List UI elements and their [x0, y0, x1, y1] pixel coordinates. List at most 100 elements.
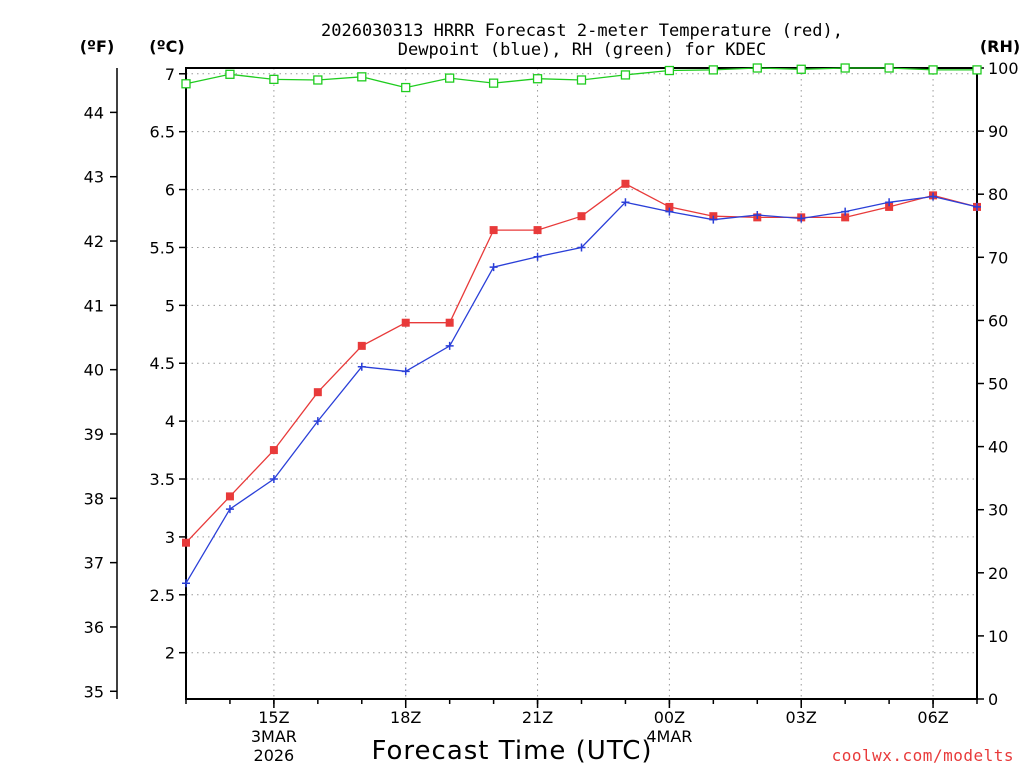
- celsius-tick-label: 6: [165, 181, 175, 200]
- fahrenheit-tick-label: 40: [84, 361, 104, 380]
- series-layer: [181, 63, 982, 588]
- dewpoint-point: [665, 207, 674, 216]
- rh-point: [928, 65, 938, 75]
- rh-point: [708, 65, 718, 75]
- dewpoint-point: [445, 341, 454, 350]
- temperature-point: [577, 212, 586, 221]
- celsius-tick-label: 2: [165, 644, 175, 663]
- x-tick-label: 21Z: [522, 708, 553, 727]
- rh-tick-label: 10: [988, 627, 1008, 646]
- dewpoint-point: [182, 579, 190, 588]
- fahrenheit-tick-label: 38: [84, 489, 104, 508]
- rh-point: [796, 64, 806, 74]
- celsius-tick-label: 3: [165, 528, 175, 547]
- x-tick-label: 00Z: [654, 708, 685, 727]
- celsius-tick-label: 7: [165, 65, 175, 84]
- fahrenheit-tick-label: 35: [84, 682, 104, 701]
- watermark: coolwx.com/modelts: [832, 746, 1014, 765]
- temperature-point: [401, 318, 410, 327]
- rh-point: [620, 70, 631, 80]
- chart-title-line2: Dewpoint (blue), RH (green) for KDEC: [398, 40, 766, 60]
- rh-point: [752, 63, 762, 73]
- rh-tick-label: 20: [988, 564, 1008, 583]
- rh-point: [840, 63, 850, 73]
- dewpoint-point: [225, 505, 234, 514]
- rh-point: [357, 72, 367, 82]
- dewpoint-point: [401, 367, 410, 376]
- celsius-tick-label: 5: [165, 296, 175, 315]
- dewpoint-point: [313, 417, 322, 426]
- rh-point: [884, 63, 894, 73]
- dewpoint-point: [709, 215, 718, 224]
- dewpoint-point: [269, 475, 278, 484]
- rh-point: [269, 74, 279, 85]
- rh-tick-label: 30: [988, 501, 1008, 520]
- temperature-point: [885, 202, 894, 211]
- fahrenheit-tick-label: 36: [84, 618, 104, 637]
- x-tick-date: 3MAR: [251, 727, 297, 746]
- dewpoint-line: [185, 195, 978, 584]
- x-tick-label: 03Z: [786, 708, 817, 727]
- x-axis-title: Forecast Time (UTC): [371, 736, 652, 766]
- celsius-tick-label: 4.5: [150, 354, 175, 373]
- x-tick-label: 15Z: [258, 708, 289, 727]
- fahrenheit-tick-label: 44: [84, 103, 104, 122]
- rh-tick-label: 0: [988, 690, 998, 709]
- chart-title-line1: 2026030313 HRRR Forecast 2-meter Tempera…: [321, 21, 843, 41]
- temperature-point: [445, 318, 454, 327]
- temperature-point: [269, 446, 278, 455]
- dewpoint-point: [797, 214, 806, 223]
- dewpoint-point: [621, 198, 630, 207]
- rh-point: [313, 75, 323, 85]
- rh-axis-label: (RH): [980, 37, 1020, 56]
- fahrenheit-tick-label: 39: [84, 425, 104, 444]
- celsius-tick-label: 3.5: [150, 470, 175, 489]
- rh-point: [181, 79, 191, 89]
- rh-point: [401, 82, 411, 93]
- rh-tick-label: 60: [988, 311, 1008, 330]
- temperature-point: [357, 341, 366, 350]
- dewpoint-point: [929, 192, 938, 201]
- fahrenheit-tick-label: 41: [84, 296, 104, 315]
- rh-point: [445, 73, 455, 83]
- grid-lines: [186, 68, 977, 699]
- rh-point: [488, 78, 499, 88]
- temperature-point: [621, 179, 630, 188]
- celsius-tick-label: 2.5: [150, 586, 175, 605]
- dewpoint-point: [533, 252, 542, 261]
- dewpoint-point: [885, 198, 894, 207]
- temperature-point: [489, 226, 498, 235]
- axes: 2 2.5 3 3.5 4 4.5 5 5.5 6 6.5 7 35 36 37 38 39 40 41 42 43 4…: [84, 59, 1019, 765]
- celsius-tick-label: 6.5: [150, 123, 175, 142]
- plot-frame: [185, 67, 978, 700]
- temperature-point: [182, 538, 190, 547]
- x-tick-year: 2026: [254, 746, 295, 765]
- x-tick-label: 06Z: [917, 708, 948, 727]
- temperature-point: [665, 202, 674, 211]
- rh-tick-label: 80: [988, 185, 1008, 204]
- rh-tick-label: 70: [988, 248, 1008, 267]
- rh-tick-label: 90: [988, 122, 1008, 141]
- rh-tick-label: 50: [988, 375, 1008, 394]
- rh-tick-label: 100: [988, 59, 1019, 78]
- dewpoint-point: [357, 362, 366, 371]
- fahrenheit-tick-label: 37: [84, 554, 104, 573]
- rh-point: [225, 69, 235, 79]
- x-tick-label: 18Z: [390, 708, 421, 727]
- dewpoint-point: [973, 202, 981, 211]
- rh-point: [576, 75, 587, 85]
- dewpoint-point: [577, 243, 586, 252]
- rh-tick-label: 40: [988, 438, 1008, 457]
- fahrenheit-axis-label: (ºF): [80, 37, 115, 56]
- celsius-tick-label: 5.5: [150, 238, 175, 257]
- temperature-point: [225, 492, 234, 501]
- dewpoint-point: [489, 263, 498, 272]
- temperature-point: [313, 388, 322, 397]
- celsius-tick-label: 4: [165, 412, 175, 431]
- dewpoint-point: [841, 207, 850, 216]
- celsius-axis-label: (ºC): [149, 37, 184, 56]
- temperature-point: [841, 213, 850, 222]
- rh-point: [664, 65, 675, 76]
- temperature-point: [533, 226, 542, 235]
